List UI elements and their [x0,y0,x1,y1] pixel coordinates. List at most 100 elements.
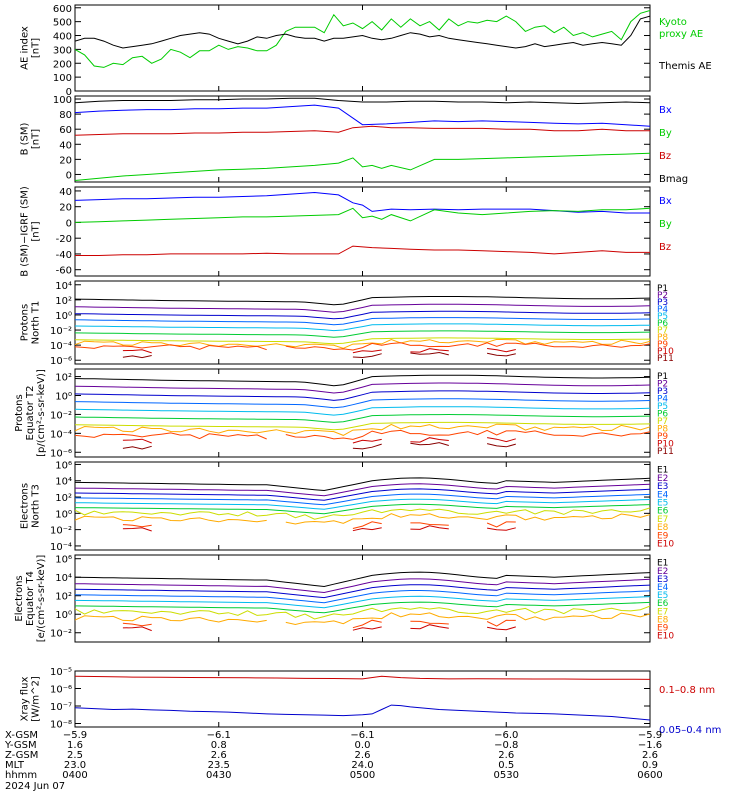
channel-legend-e5: E5 [657,499,668,509]
channel-line-p11 [122,355,152,359]
y-tick-label: 500 [53,18,72,29]
channel-line-p5 [75,406,650,416]
channel-line-p6 [75,330,650,338]
channel-line-e5 [75,595,650,609]
channel-legend-p7: P7 [657,417,668,427]
plot-area [75,10,650,68]
plot-area [75,675,650,721]
y-tick-label: 10⁻² [50,410,72,421]
channel-line-p9 [285,429,650,440]
ephemeris-value: 0600 [637,770,662,781]
y-axis-label: [nT] [31,129,42,149]
series-line-bx [75,191,650,214]
y-axis-label: North T1 [31,301,42,345]
channel-line-e5 [75,498,650,510]
date-label: 2024 Jun 07 [5,781,65,792]
y-axis-label: Electrons [14,575,25,621]
y-tick-label: 0 [66,87,72,98]
panel-2: 0 20 40 60 80 100 B (SM) [nT] Bx By Bz Bmag [20,95,689,185]
channel-line-e9 [486,521,516,528]
channel-legend-e8: E8 [657,615,669,625]
ephemeris-value: −0.8 [494,740,518,751]
ephemeris-value: −5.9 [638,730,662,741]
channel-line-e10 [122,626,152,632]
y-tick-label: 10⁻² [50,629,72,640]
y-tick-label: 10⁴ [55,281,72,292]
ephemeris-value: 0400 [62,770,87,781]
y-tick-label: 10⁰ [55,311,72,322]
channel-line-p2 [75,382,650,394]
channel-line-e10 [410,525,449,530]
channel-legend-e3: E3 [657,575,668,585]
panel-frame [74,368,651,458]
channel-line-p3 [75,310,650,320]
channel-legend-e7: E7 [657,515,668,525]
y-tick-label: 10⁻⁷ [50,702,72,713]
channel-line-p5 [75,323,650,332]
ephemeris-value: 2.5 [67,750,83,761]
y-tick-label: 10⁻⁸ [50,720,72,731]
ephemeris-value: 0.0 [355,740,371,751]
legend-label: 0.1–0.8 nm [659,685,715,696]
y-tick-label: 10² [55,592,72,603]
ephemeris-value: −5.9 [63,730,87,741]
channel-line-p4 [75,398,650,409]
channel-line-p11 [352,443,382,450]
channel-line-e1 [75,571,650,588]
ephemeris-value: 0530 [494,770,519,781]
legend-label: Bx [659,105,672,116]
channel-legend-p2: P2 [657,291,668,301]
y-tick-label: 10⁻⁴ [50,341,72,352]
channel-legend-e4: E4 [657,490,669,500]
y-axis-label: [nT] [31,38,42,58]
channel-line-e10 [410,624,449,630]
ephemeris-row-label: Y-GSM [4,740,37,751]
channel-line-p10 [410,437,449,443]
channel-line-e9 [486,619,516,627]
y-tick-label: 80 [59,110,72,121]
plot-area [75,191,650,256]
legend-label: 0.05–0.4 nm [659,725,721,736]
y-tick-label: 200 [53,59,72,70]
ephemeris-value: −6.1 [350,730,374,741]
y-tick-label: 10² [55,373,72,384]
channel-line-p9 [75,344,267,351]
channel-legend-p11: P11 [657,354,674,364]
channel-line-p11 [410,351,449,356]
channel-line-p10 [122,349,152,354]
channel-legend-p7: P7 [657,326,668,336]
series-line-0-1-0-8-nm [75,675,650,680]
series-line-themis-ae [75,15,650,49]
panel-7: 10⁻² 10⁰ 10² 10⁴ 10⁶ Electrons Equator T4 [e/(c… [14,554,674,643]
ephemeris-row-label: hhmm [5,770,37,781]
channel-legend-e9: E9 [657,623,669,633]
panel-frame [74,280,651,365]
ephemeris-row-label: X-GSM [5,730,38,741]
series-line-0-05-0-4-nm [75,704,650,721]
channel-line-e9 [352,521,382,529]
channel-legend-e1: E1 [657,466,668,476]
channel-legend-p6: P6 [657,319,668,329]
channel-line-e9 [122,622,152,627]
channel-legend-p8: P8 [657,424,668,434]
channel-line-e9 [352,619,382,629]
channel-legend-p1: P1 [657,372,668,382]
channel-line-p11 [487,352,516,357]
y-tick-label: 10⁰ [55,391,72,402]
channel-legend-e7: E7 [657,607,668,617]
channel-legend-e2: E2 [657,567,668,577]
channel-line-e9 [410,522,449,526]
y-tick-label: 40 [59,140,72,151]
ephemeris-value: 2.6 [498,750,514,761]
y-tick-label: -20 [56,234,72,245]
y-axis-label: Equator T4 [25,571,36,626]
y-tick-label: 10⁰ [55,509,72,520]
plot-area [75,571,650,632]
channel-line-p10 [487,348,516,353]
channel-line-p9 [75,432,267,440]
series-line-bz [75,125,650,136]
channel-legend-e10: E10 [657,632,674,642]
legend-label: Bx [659,196,672,207]
channel-legend-p1: P1 [657,284,668,294]
